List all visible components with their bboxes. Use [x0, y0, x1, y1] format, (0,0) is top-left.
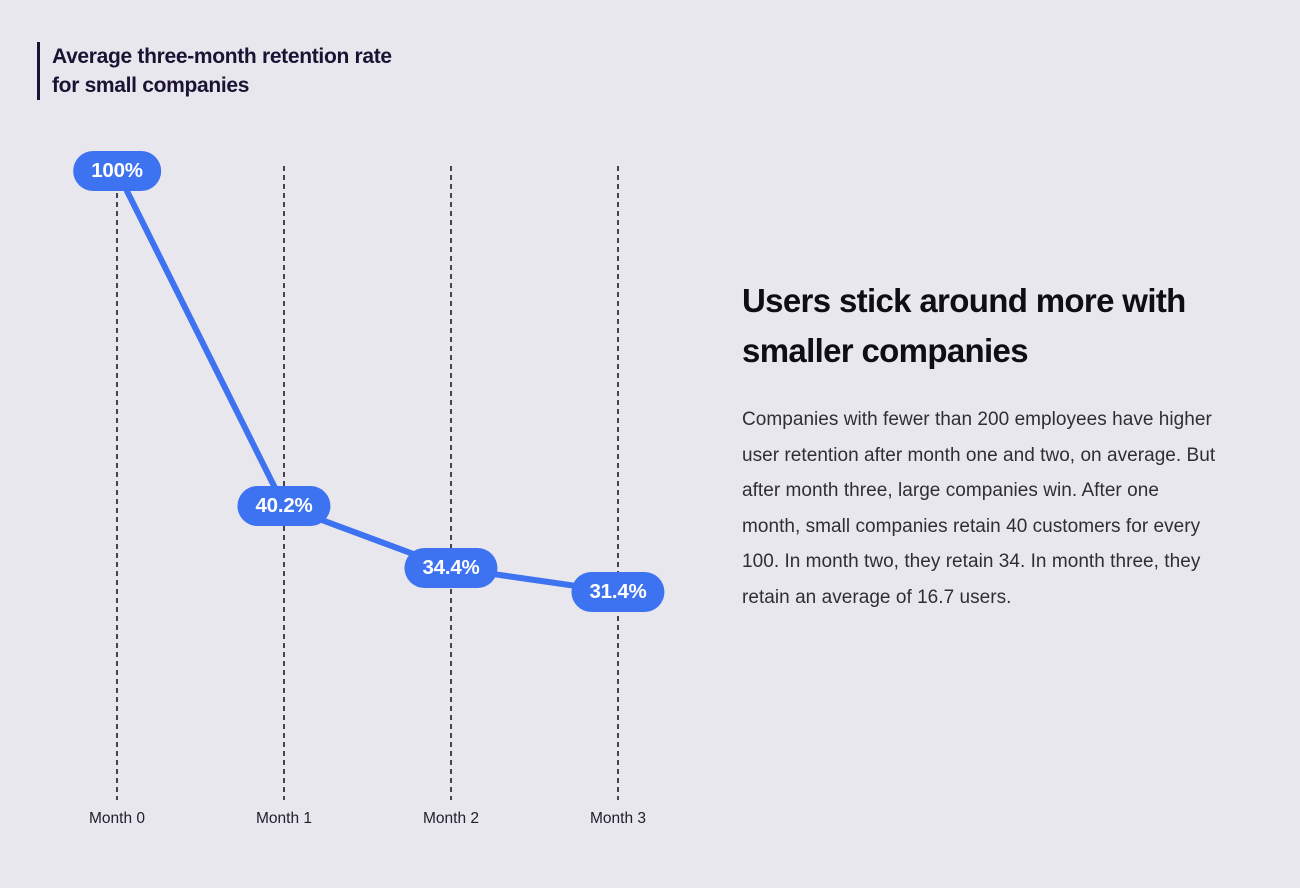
- x-axis-label: Month 0: [88, 810, 146, 827]
- retention-line-path: [114, 168, 621, 595]
- x-axis-label: Month 2: [422, 810, 480, 827]
- dashed-gridline: [450, 166, 452, 800]
- data-point-label: 31.4%: [571, 572, 665, 612]
- x-axis-label: Month 3: [589, 810, 647, 827]
- aside-paragraph: Companies with fewer than 200 employees …: [742, 409, 1216, 608]
- title-accent-bar: [37, 42, 40, 100]
- dashed-gridline: [617, 166, 619, 800]
- data-point-label: 100%: [73, 151, 161, 191]
- retention-line: [114, 168, 621, 595]
- dashed-gridline: [283, 166, 285, 800]
- aside-copy: Users stick around more with smaller com…: [742, 276, 1220, 615]
- data-point-label: 40.2%: [237, 486, 331, 526]
- dashed-gridline: [116, 166, 118, 800]
- x-axis-label: Month 1: [255, 810, 313, 827]
- aside-heading: Users stick around more with smaller com…: [742, 282, 1186, 369]
- data-point-label: 34.4%: [404, 548, 498, 588]
- chart-title: Average three-month retention rate for s…: [52, 45, 392, 97]
- retention-line-chart: 100% 40.2% 34.4% 31.4% Month 0 Month 1 Month …: [73, 151, 665, 827]
- chart-title-block: Average three-month retention rate for s…: [37, 42, 392, 100]
